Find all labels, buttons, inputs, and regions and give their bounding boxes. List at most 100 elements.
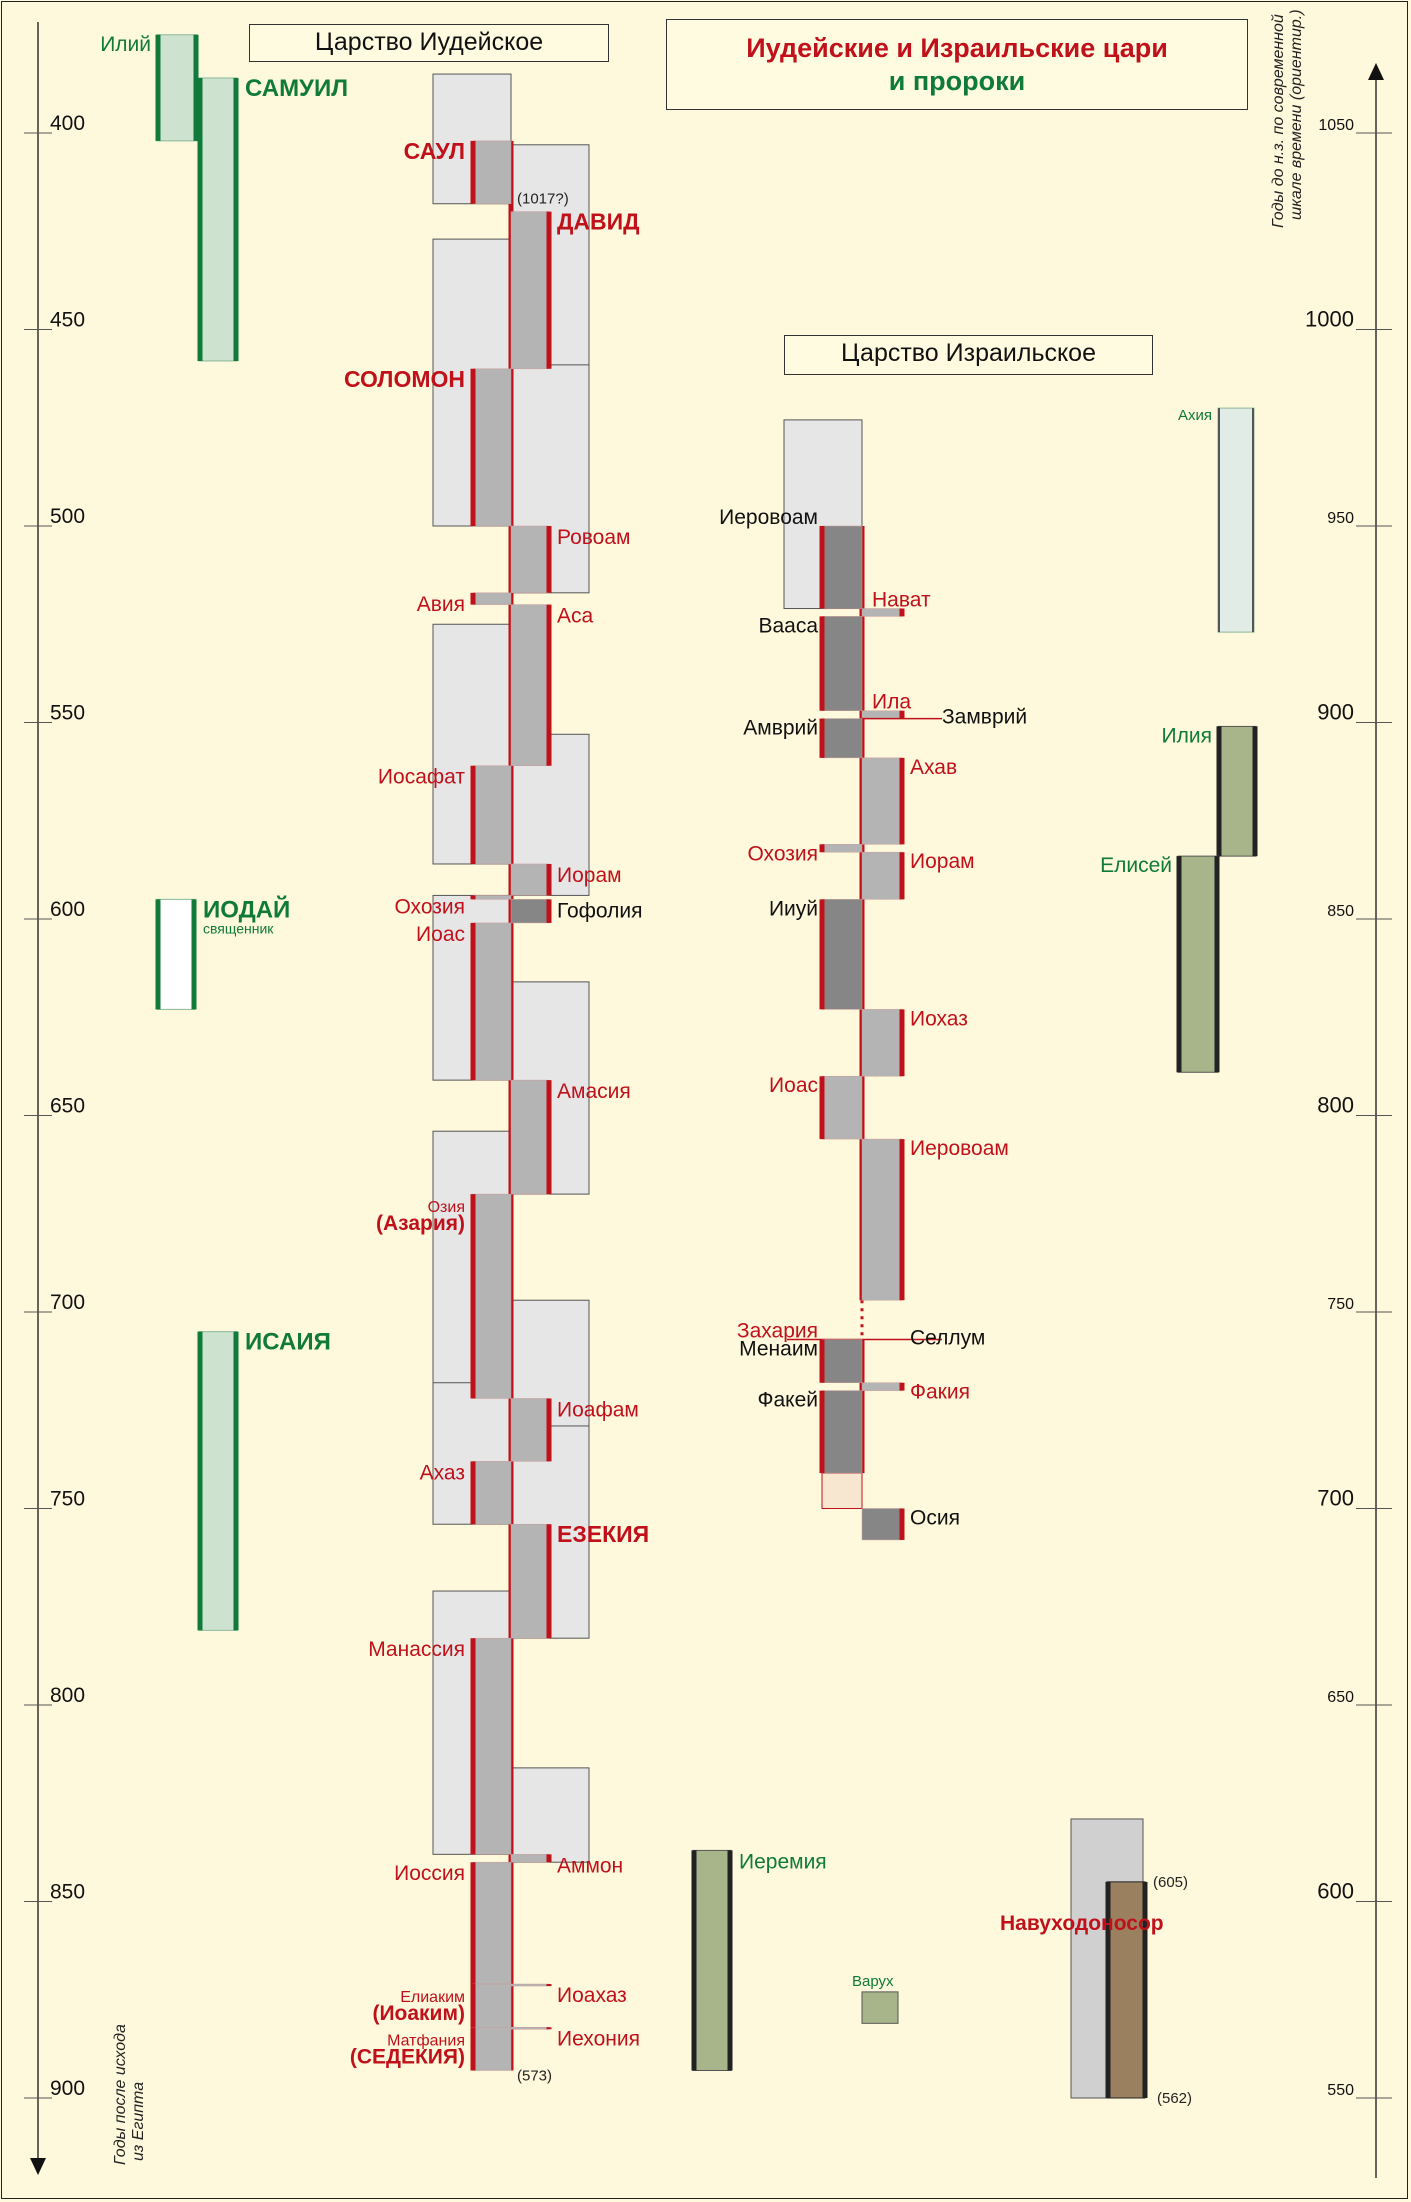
reign-bar-аса [510, 604, 550, 766]
prophet-bar-иодай [156, 898, 196, 1010]
reign-bar-осия [861, 1508, 903, 1541]
right-axis-title-line-2: шкале времени (ориентир.) [1288, 9, 1305, 220]
right-axis-tick-label: 650 [1327, 1689, 1354, 1706]
date-note: (562) [1157, 2090, 1192, 2107]
king-label-иосафат: Иосафат [378, 766, 465, 789]
king-label-амасия: Амасия [557, 1080, 631, 1103]
reign-bar-ахаз [472, 1461, 512, 1525]
king-label-ииуй: Ииуй [769, 897, 818, 920]
left-axis-title-line-1: Годы после исхода [112, 2024, 129, 2165]
lifespan-box-аммон [510, 1767, 590, 1863]
king-label-иеровоам: Иеровоам [719, 506, 818, 529]
prophet-label-самуил: САМУИЛ [245, 75, 348, 102]
king-label-аммон: Аммон [557, 1854, 623, 1877]
title-line-2: и пророки [888, 66, 1026, 96]
king-label-охозия: Охозия [747, 842, 818, 865]
king-label-иоафам: Иоафам [557, 1398, 639, 1421]
king-label-елиаким-иоаким: Елиаким [400, 1989, 465, 2006]
reign-bar-охозия [472, 895, 512, 900]
reign-bar-давид [510, 211, 550, 370]
reign-bar-иорам [861, 851, 903, 900]
left-axis-tick-label: 750 [50, 1488, 85, 1511]
right-axis-title-line-1: Годы до н.з. по современной [1270, 14, 1287, 228]
reign-bar-ровоам [510, 525, 550, 594]
interregnum-box [821, 1472, 863, 1510]
left-axis-tick-label: 550 [50, 702, 85, 725]
king-label-селлум: Селлум [910, 1327, 985, 1350]
king-label-иорам: Иорам [910, 850, 975, 873]
left-axis-tick-label: 850 [50, 1881, 85, 1904]
left-axis-tick-label: 800 [50, 1684, 85, 1707]
king-label-иохаз: Иохаз [910, 1007, 968, 1030]
left-axis-tick-label: 900 [50, 2077, 85, 2100]
reign-bar-елиаким-иоаким [472, 1983, 512, 2028]
king-label-елиаким-иоаким: (Иоаким) [372, 2002, 465, 2025]
prophet-bar-самуил [198, 77, 238, 362]
prophet-bar-елисей [1177, 855, 1219, 1073]
right-axis-title: Годы до н.з. по современной шкале времен… [1270, 9, 1306, 228]
date-note: (573) [517, 2067, 552, 2084]
reign-bar-иоахаз [510, 1983, 550, 1987]
reign-bar-иехония [510, 2027, 550, 2030]
right-axis-tick-label: 750 [1327, 1296, 1354, 1313]
king-label-ахаз: Ахаз [420, 1461, 465, 1484]
prophet-label-иеремия: Иеремия [739, 1850, 827, 1873]
page-title: Иудейские и Израильские цари и пророки [666, 19, 1248, 110]
right-axis-tick-label: 550 [1327, 2082, 1354, 2099]
king-label-давид: ДАВИД [557, 209, 640, 235]
reign-bar-матфания-седекия [472, 2027, 512, 2071]
king-label-соломон: СОЛОМОН [344, 366, 465, 392]
prophet-bar-иеремия [692, 1849, 732, 2071]
reign-bar-амврий [821, 718, 863, 759]
title-line-1: Иудейские и Израильские цари [746, 33, 1168, 63]
reign-bar-иосафат [472, 765, 512, 865]
king-label-ровоам: Ровоам [557, 526, 630, 549]
reign-bar-иохаз [861, 1009, 903, 1077]
reign-bar-озия-азария [472, 1193, 512, 1399]
reign-bar-иоафам [510, 1398, 550, 1462]
king-label-иоахаз: Иоахаз [557, 1984, 627, 2007]
reign-bar-гофолия [510, 899, 550, 924]
king-label-захария: Захария [737, 1320, 818, 1343]
king-label-замврий: Замврий [942, 706, 1027, 729]
king-label-саул: САУЛ [404, 138, 465, 164]
left-axis-title-line-2: из Египта [130, 2081, 147, 2161]
reign-bar-иоас [472, 922, 512, 1081]
king-label-охозия: Охозия [394, 895, 465, 918]
date-note: (605) [1153, 1874, 1188, 1891]
king-label-иеровоам: Иеровоам [910, 1137, 1009, 1160]
king-label-езекия: ЕЗЕКИЯ [557, 1521, 649, 1547]
prophet-bar-варух [861, 1991, 899, 2024]
prophet-label-варух: Варух [852, 1973, 894, 1990]
reign-bar-иеровоам [821, 525, 863, 609]
left-axis-tick-label: 650 [50, 1095, 85, 1118]
left-axis-tick-label: 400 [50, 112, 85, 135]
reign-bar-манассия [472, 1637, 512, 1855]
right-axis-tick-label: 700 [1317, 1486, 1354, 1511]
king-label-аса: Аса [557, 605, 594, 628]
king-label-матфания-седекия: (СЕДЕКИЯ) [350, 2045, 465, 2068]
reign-bar-факия [861, 1382, 903, 1391]
left-axis-tick-label: 600 [50, 898, 85, 921]
king-label-факия: Факия [910, 1381, 970, 1404]
reign-bar-аммон [510, 1854, 550, 1863]
king-label-вааса: Вааса [758, 614, 818, 637]
king-label-матфания-седекия: Матфания [387, 2032, 465, 2049]
right-axis-tick-label: 950 [1327, 510, 1354, 527]
king-label-иехония: Иехония [557, 2027, 640, 2050]
king-label-осия: Осия [910, 1507, 960, 1530]
king-label-амврий: Амврий [743, 717, 818, 740]
king-label-иоссия: Иоссия [394, 1862, 465, 1885]
right-axis-tick-label: 800 [1317, 1093, 1354, 1118]
foreign-king-label: Навуходоносор [1000, 1912, 1164, 1935]
left-axis-tick-label: 700 [50, 1291, 85, 1314]
reign-bar-менаим [821, 1339, 863, 1383]
prophet-bar-исаия [198, 1331, 238, 1631]
king-label-озия-азария: Озия [428, 1199, 465, 1216]
right-axis-tick-label: 900 [1317, 700, 1354, 725]
israel-kingdom-label: Царство Израильское [784, 335, 1153, 375]
prophet-bar-илий [156, 34, 198, 142]
king-label-авия: Авия [417, 593, 465, 616]
